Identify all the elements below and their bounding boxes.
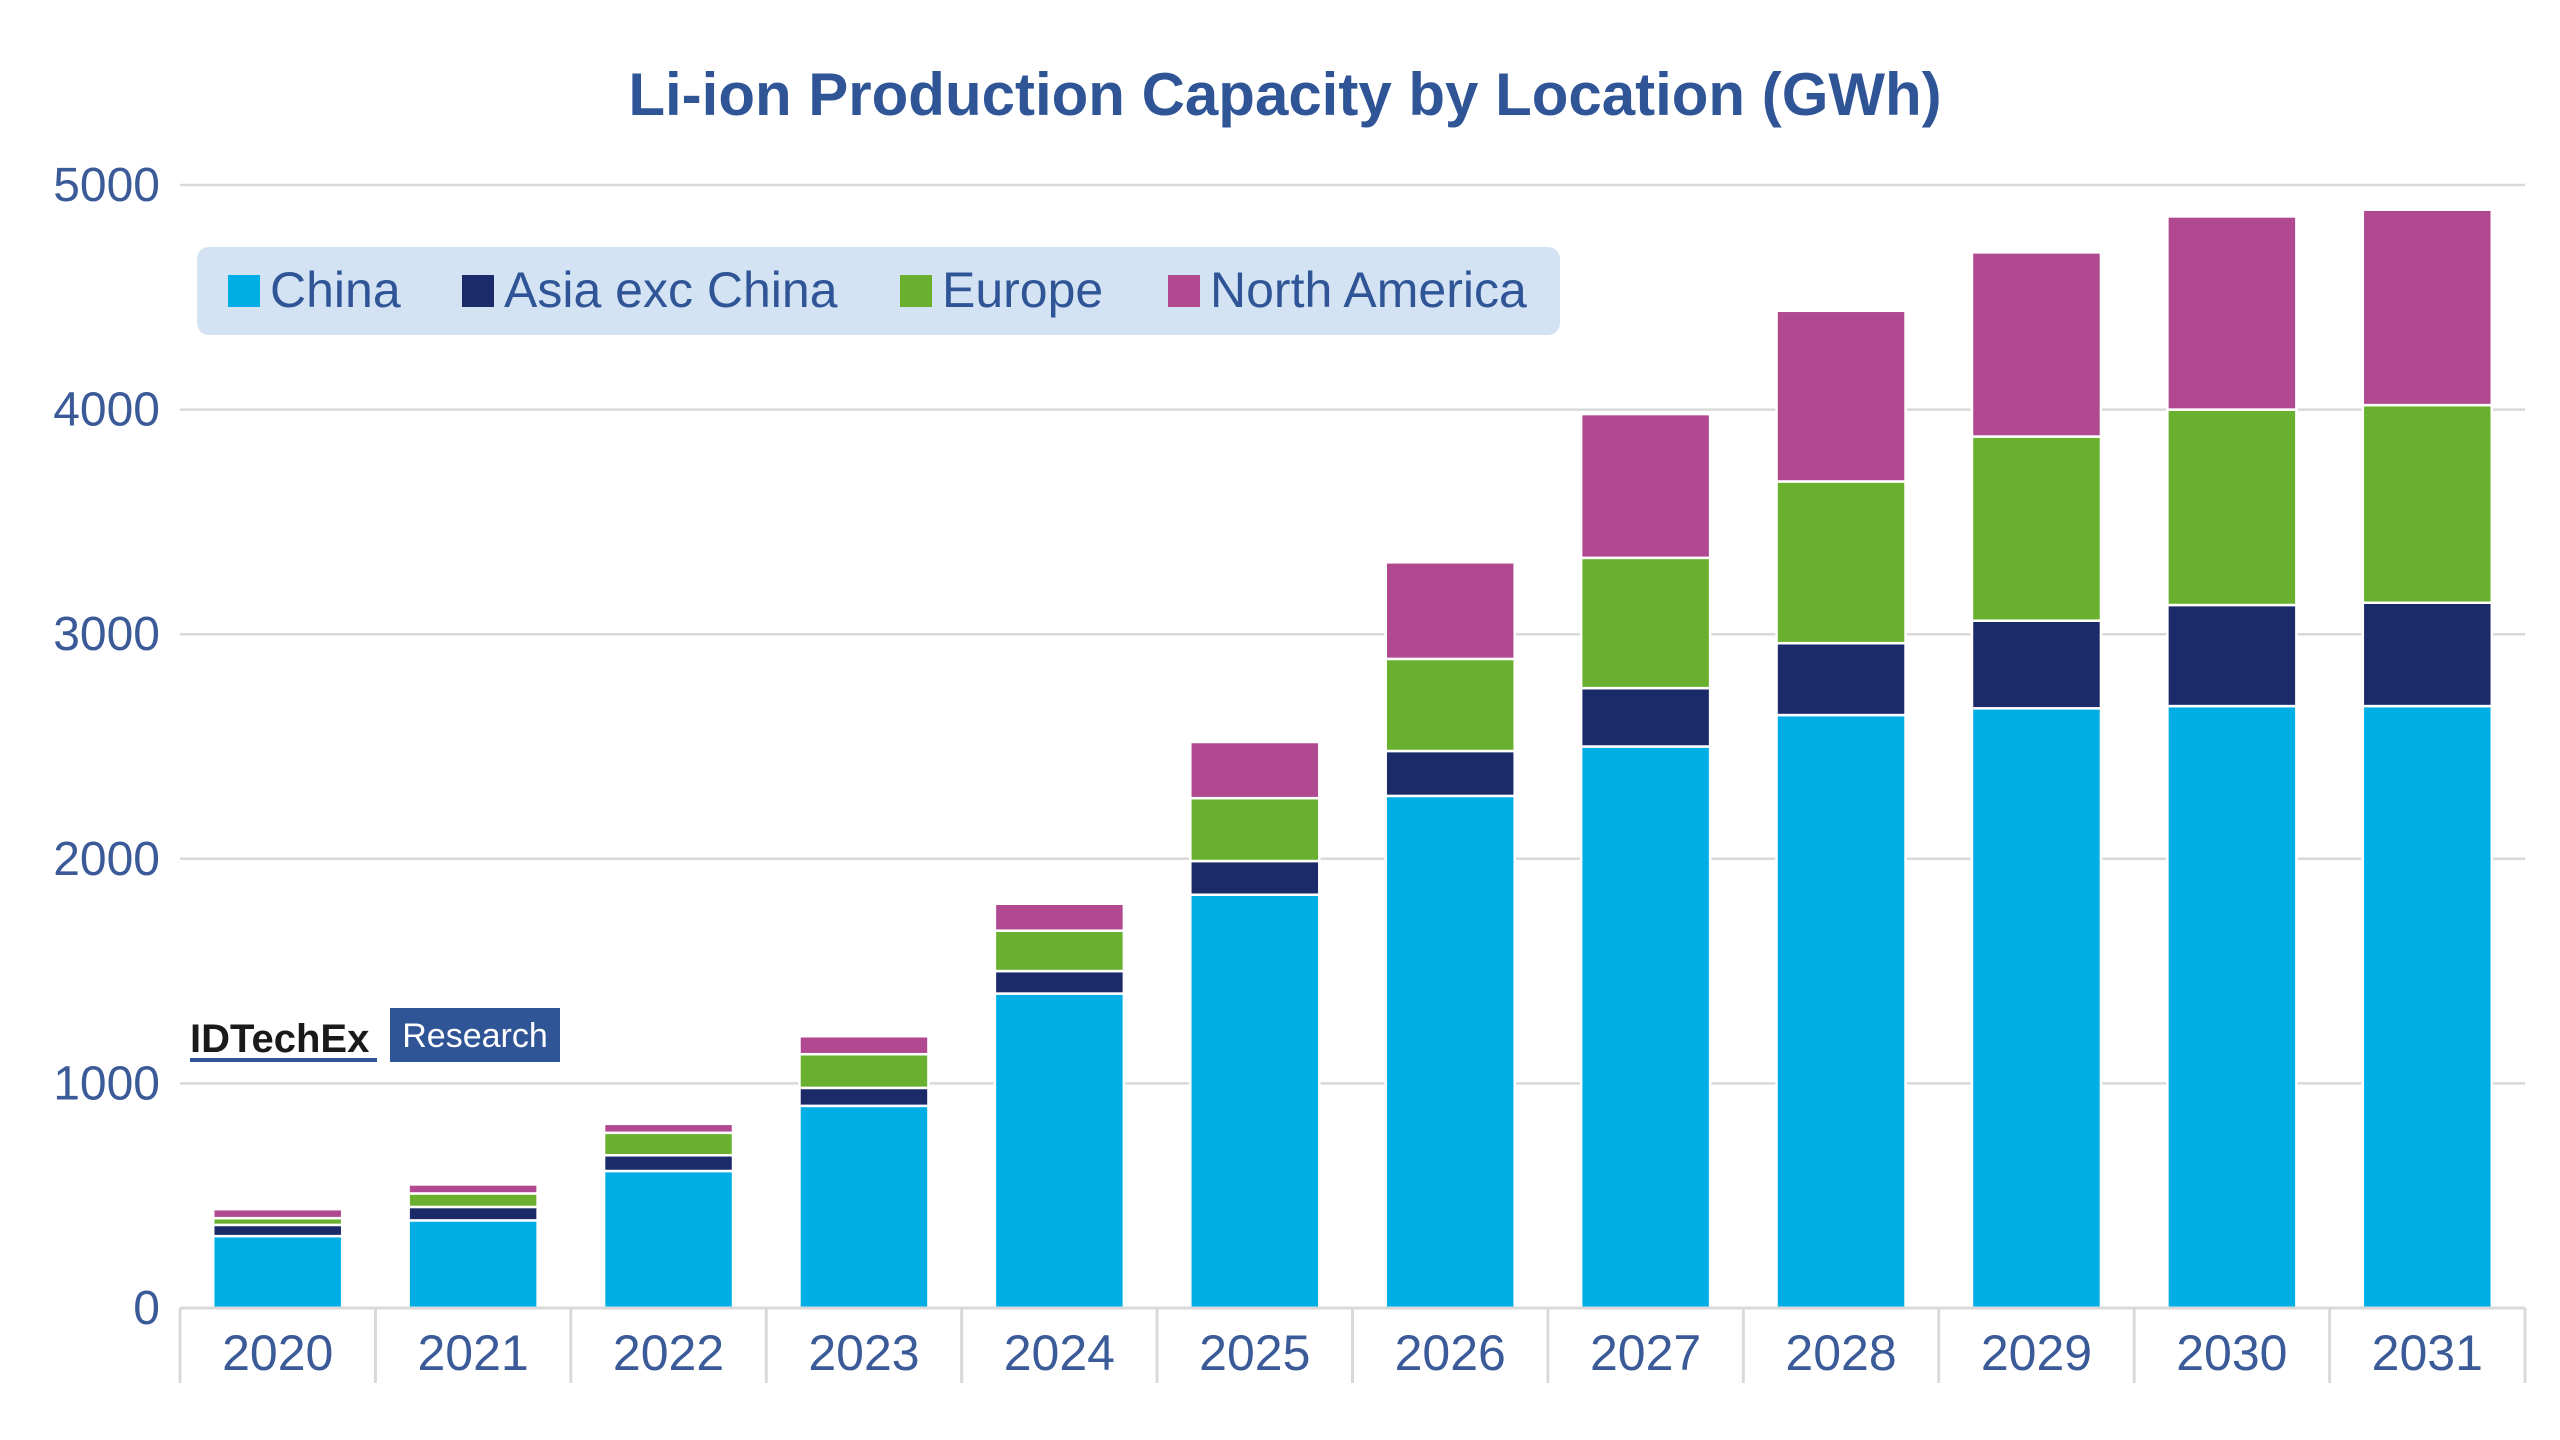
bar-segment <box>1775 309 1907 483</box>
x-tick-label: 2030 <box>2176 1325 2287 1381</box>
logo-tag-background <box>390 1008 560 1062</box>
y-tick-label: 4000 <box>53 384 160 437</box>
bar-segment <box>1970 619 2103 710</box>
y-tick-label: 0 <box>133 1282 160 1335</box>
bar-segment <box>211 1234 344 1310</box>
bar-segment <box>993 992 1126 1310</box>
logo-name: IDTechEx <box>190 1017 369 1061</box>
bar-segment <box>1970 435 2103 622</box>
legend-label: China <box>270 262 401 318</box>
legend-label: Europe <box>942 262 1103 318</box>
bar-segment <box>993 929 1126 973</box>
bar-segment <box>211 1223 344 1238</box>
legend-swatch <box>1168 275 1200 307</box>
bar-segment <box>2166 603 2298 708</box>
bar-segment <box>2166 215 2298 411</box>
bar-segment <box>798 1034 930 1056</box>
bar-segment <box>1775 641 1907 717</box>
bar-segment <box>2361 601 2494 708</box>
x-axis: 2020 2021 2022 2023 2024 2025 2026 2027 2028 2029… <box>178 1306 2527 1383</box>
bar-segment <box>407 1183 539 1195</box>
legend-swatch <box>900 275 932 307</box>
bar-segment <box>407 1219 539 1310</box>
bar-segment <box>1189 740 1321 800</box>
x-tick-label: 2025 <box>1199 1325 1310 1381</box>
bar-segment <box>1579 686 1712 748</box>
bar-segment <box>602 1131 735 1157</box>
legend-swatch <box>228 275 260 307</box>
x-tick-label: 2027 <box>1590 1325 1701 1381</box>
bar-segment <box>1970 707 2103 1310</box>
bar-segment <box>2361 403 2494 605</box>
bar-segment <box>1384 794 1516 1310</box>
logo-underline <box>190 1058 377 1062</box>
bars <box>211 208 2494 1310</box>
x-tick-label: 2022 <box>613 1325 724 1381</box>
bar-segment <box>798 1052 930 1090</box>
legend-label: Asia exc China <box>504 262 838 318</box>
bar-segment <box>1579 556 1712 690</box>
bar-segment <box>407 1205 539 1222</box>
y-tick-label: 3000 <box>53 608 160 661</box>
bar-segment <box>1775 480 1907 645</box>
bar-segment <box>798 1086 930 1108</box>
x-tick-label: 2026 <box>1395 1325 1506 1381</box>
y-axis-ticks: 0 1000 2000 3000 4000 5000 <box>53 159 160 1335</box>
logo-tag: Research <box>402 1017 548 1055</box>
x-tick-label: 2020 <box>222 1325 333 1381</box>
bar-segment <box>1384 561 1516 661</box>
bar-segment <box>1189 859 1321 896</box>
legend-label: North America <box>1210 262 1527 318</box>
bar-segment <box>1579 745 1712 1310</box>
bar-segment <box>602 1154 735 1173</box>
x-tick-label: 2028 <box>1785 1325 1896 1381</box>
bar-segment <box>1970 251 2103 438</box>
bar-segment <box>1579 412 1712 560</box>
bar-segment <box>1384 749 1516 798</box>
bar-segment <box>2166 408 2298 607</box>
bar-segment <box>211 1207 344 1220</box>
bar-segment <box>1384 657 1516 753</box>
bar-segment <box>2361 704 2494 1310</box>
bar-segment <box>1189 893 1321 1310</box>
bar-segment <box>993 969 1126 995</box>
chart-title: Li-ion Production Capacity by Location (… <box>628 61 1941 128</box>
bar-segment <box>602 1169 735 1310</box>
bar-segment <box>2361 208 2494 407</box>
y-tick-label: 1000 <box>53 1057 160 1110</box>
x-tick-label: 2029 <box>1981 1325 2092 1381</box>
x-tick-label: 2031 <box>2372 1325 2483 1381</box>
bar-segment <box>993 902 1126 932</box>
bar-segment <box>798 1104 930 1310</box>
legend-swatch <box>462 275 494 307</box>
y-tick-label: 2000 <box>53 833 160 886</box>
x-tick-label: 2021 <box>418 1325 529 1381</box>
bar-segment <box>602 1122 735 1135</box>
bar-segment <box>1189 796 1321 863</box>
x-tick-label: 2024 <box>1004 1325 1115 1381</box>
x-tick-label: 2023 <box>808 1325 919 1381</box>
bar-segment <box>1775 713 1907 1310</box>
y-tick-label: 5000 <box>53 159 160 212</box>
bar-segment <box>2166 704 2298 1310</box>
legend-background <box>197 247 1560 335</box>
legend: China Asia exc China Europe North America <box>197 247 1560 335</box>
idtechex-logo: IDTechEx Research <box>190 1008 560 1062</box>
bar-segment <box>407 1192 539 1209</box>
